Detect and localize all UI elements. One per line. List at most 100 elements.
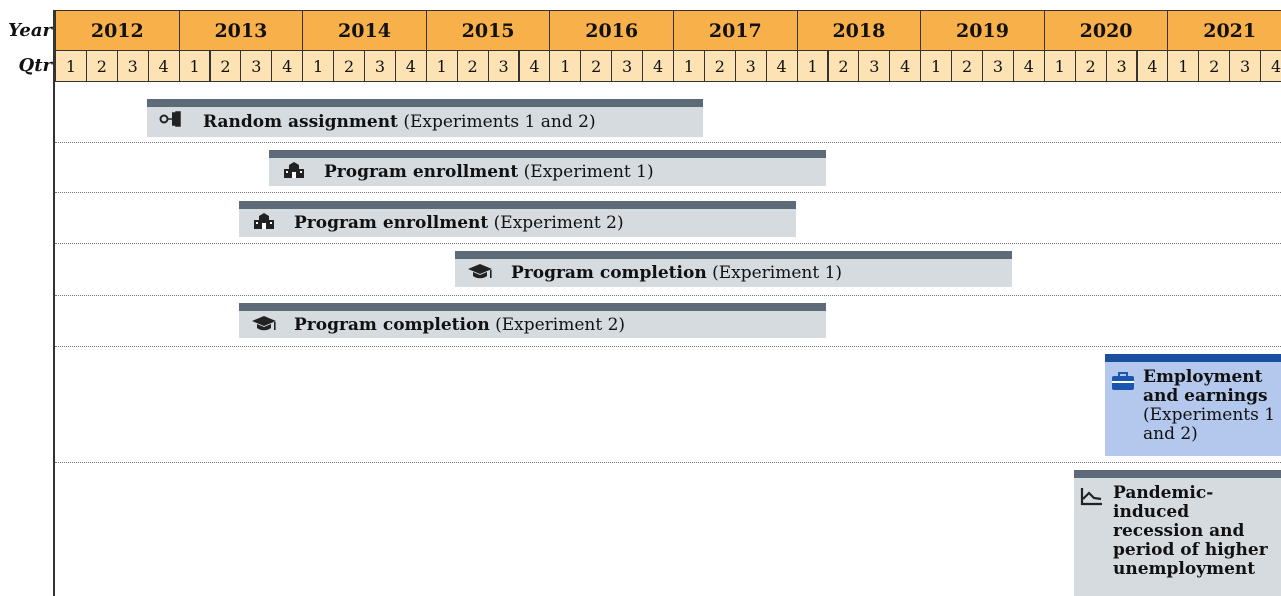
qtr-cell: 4 [1136,50,1169,82]
qtr-cell: 3 [734,50,767,82]
bar [147,99,703,137]
qtr-cell: 3 [1105,50,1138,82]
bar-label: Program enrollment (Experiment 1) [324,163,654,182]
qtr-cell: 1 [549,50,582,82]
bar-label-rest: (Experiments 1 and 2) [1143,405,1276,444]
bar-label-bold: Program completion [511,263,707,283]
row-separator [55,462,1281,463]
qtr-cell: 4 [271,50,304,82]
qtr-cell: 2 [951,50,983,82]
bar-strip [455,251,1012,259]
bar-icon [252,316,276,331]
bar-label-rest: (Experiment 1) [712,263,843,283]
bar-label-bold: Employment and earnings [1143,367,1268,406]
year-cell: 2020 [1043,10,1169,51]
qtr-cell: 4 [642,50,674,82]
bar [239,201,796,237]
bar-label-rest: (Experiments 1 and 2) [403,112,596,132]
axis-line [53,10,55,596]
year-cell: 2016 [549,10,674,51]
qtr-cell: 2 [333,50,365,82]
bar-label: Program completion (Experiment 2) [294,316,625,335]
qtr-cell: 1 [796,50,829,82]
qtr-cell: 1 [425,50,458,82]
year-cell: 2012 [55,10,180,51]
bar-label: Pandemic-induced recession and period of… [1113,484,1273,579]
qtr-cell: 1 [178,50,211,82]
bar [239,303,826,338]
qtr-cell: 1 [920,50,953,82]
bar [1105,354,1281,456]
bar-strip [1105,354,1281,362]
qtr-cell: 1 [1167,50,1200,82]
bar-strip [239,303,826,311]
bar-label-rest: (Experiment 1) [523,162,654,182]
bar [1074,470,1281,596]
year-cell: 2017 [673,10,798,51]
year-cell: 2018 [796,10,922,51]
bar-strip [147,99,703,107]
qtr-cell: 4 [1012,50,1045,82]
bar-label-bold: Program enrollment [324,162,519,182]
bar-label-bold: Program enrollment [294,213,489,233]
bar-label: Program completion (Experiment 1) [511,264,842,283]
qtr-cell: 3 [858,50,891,82]
bar [455,251,1012,287]
row-separator [55,243,1281,244]
year-cell: 2021 [1167,10,1281,51]
qtr-cell: 1 [302,50,335,82]
qtr-row-label: Qtr [18,55,52,76]
row-separator [55,192,1281,193]
bar-icon [1080,488,1102,506]
bar-icon [159,111,181,127]
bar-icon [254,213,274,229]
bar-strip [239,201,796,209]
qtr-cell: 2 [1198,50,1231,82]
qtr-cell: 3 [364,50,396,82]
bar-label: Employment and earnings (Experiments 1 a… [1143,368,1278,444]
qtr-cell: 3 [982,50,1014,82]
qtr-cell: 2 [209,50,242,82]
row-separator [55,295,1281,296]
qtr-cell: 2 [85,50,118,82]
year-cell: 2014 [302,10,427,51]
bar-label: Random assignment (Experiments 1 and 2) [203,113,596,132]
qtr-cell: 2 [1074,50,1107,82]
bar-label: Program enrollment (Experiment 2) [294,214,624,233]
bar-icon [284,162,304,178]
qtr-cell: 3 [1229,50,1262,82]
qtr-cell: 2 [827,50,860,82]
qtr-cell: 1 [55,50,87,82]
qtr-cell: 1 [673,50,705,82]
qtr-cell: 3 [116,50,149,82]
year-cell: 2019 [920,10,1045,51]
row-separator [55,142,1281,143]
qtr-cell: 2 [580,50,613,82]
qtr-cell: 4 [1260,50,1281,82]
year-cell: 2013 [178,10,304,51]
qtr-cell: 4 [147,50,180,82]
qtr-cell: 1 [1043,50,1076,82]
qtr-cell: 3 [240,50,273,82]
qtr-cell: 4 [889,50,922,82]
year-row-label: Year [8,20,52,41]
bar-label-bold: Pandemic-induced recession and period of… [1113,483,1268,579]
bar-label-rest: (Experiment 2) [493,213,624,233]
qtr-cell: 3 [487,50,520,82]
row-separator [55,346,1281,347]
bar-label-rest: (Experiment 2) [495,315,626,335]
year-cell: 2015 [425,10,551,51]
qtr-cell: 3 [611,50,644,82]
bar-strip [1074,470,1281,478]
bar-icon [1112,372,1134,390]
qtr-cell: 2 [703,50,736,82]
bar-label-bold: Random assignment [203,112,398,132]
qtr-cell: 4 [394,50,427,82]
qtr-cell: 4 [765,50,798,82]
qtr-cell: 4 [518,50,551,82]
bar-label-bold: Program completion [294,315,490,335]
qtr-cell: 2 [456,50,489,82]
bar-icon [468,264,492,279]
bar-strip [269,150,826,158]
